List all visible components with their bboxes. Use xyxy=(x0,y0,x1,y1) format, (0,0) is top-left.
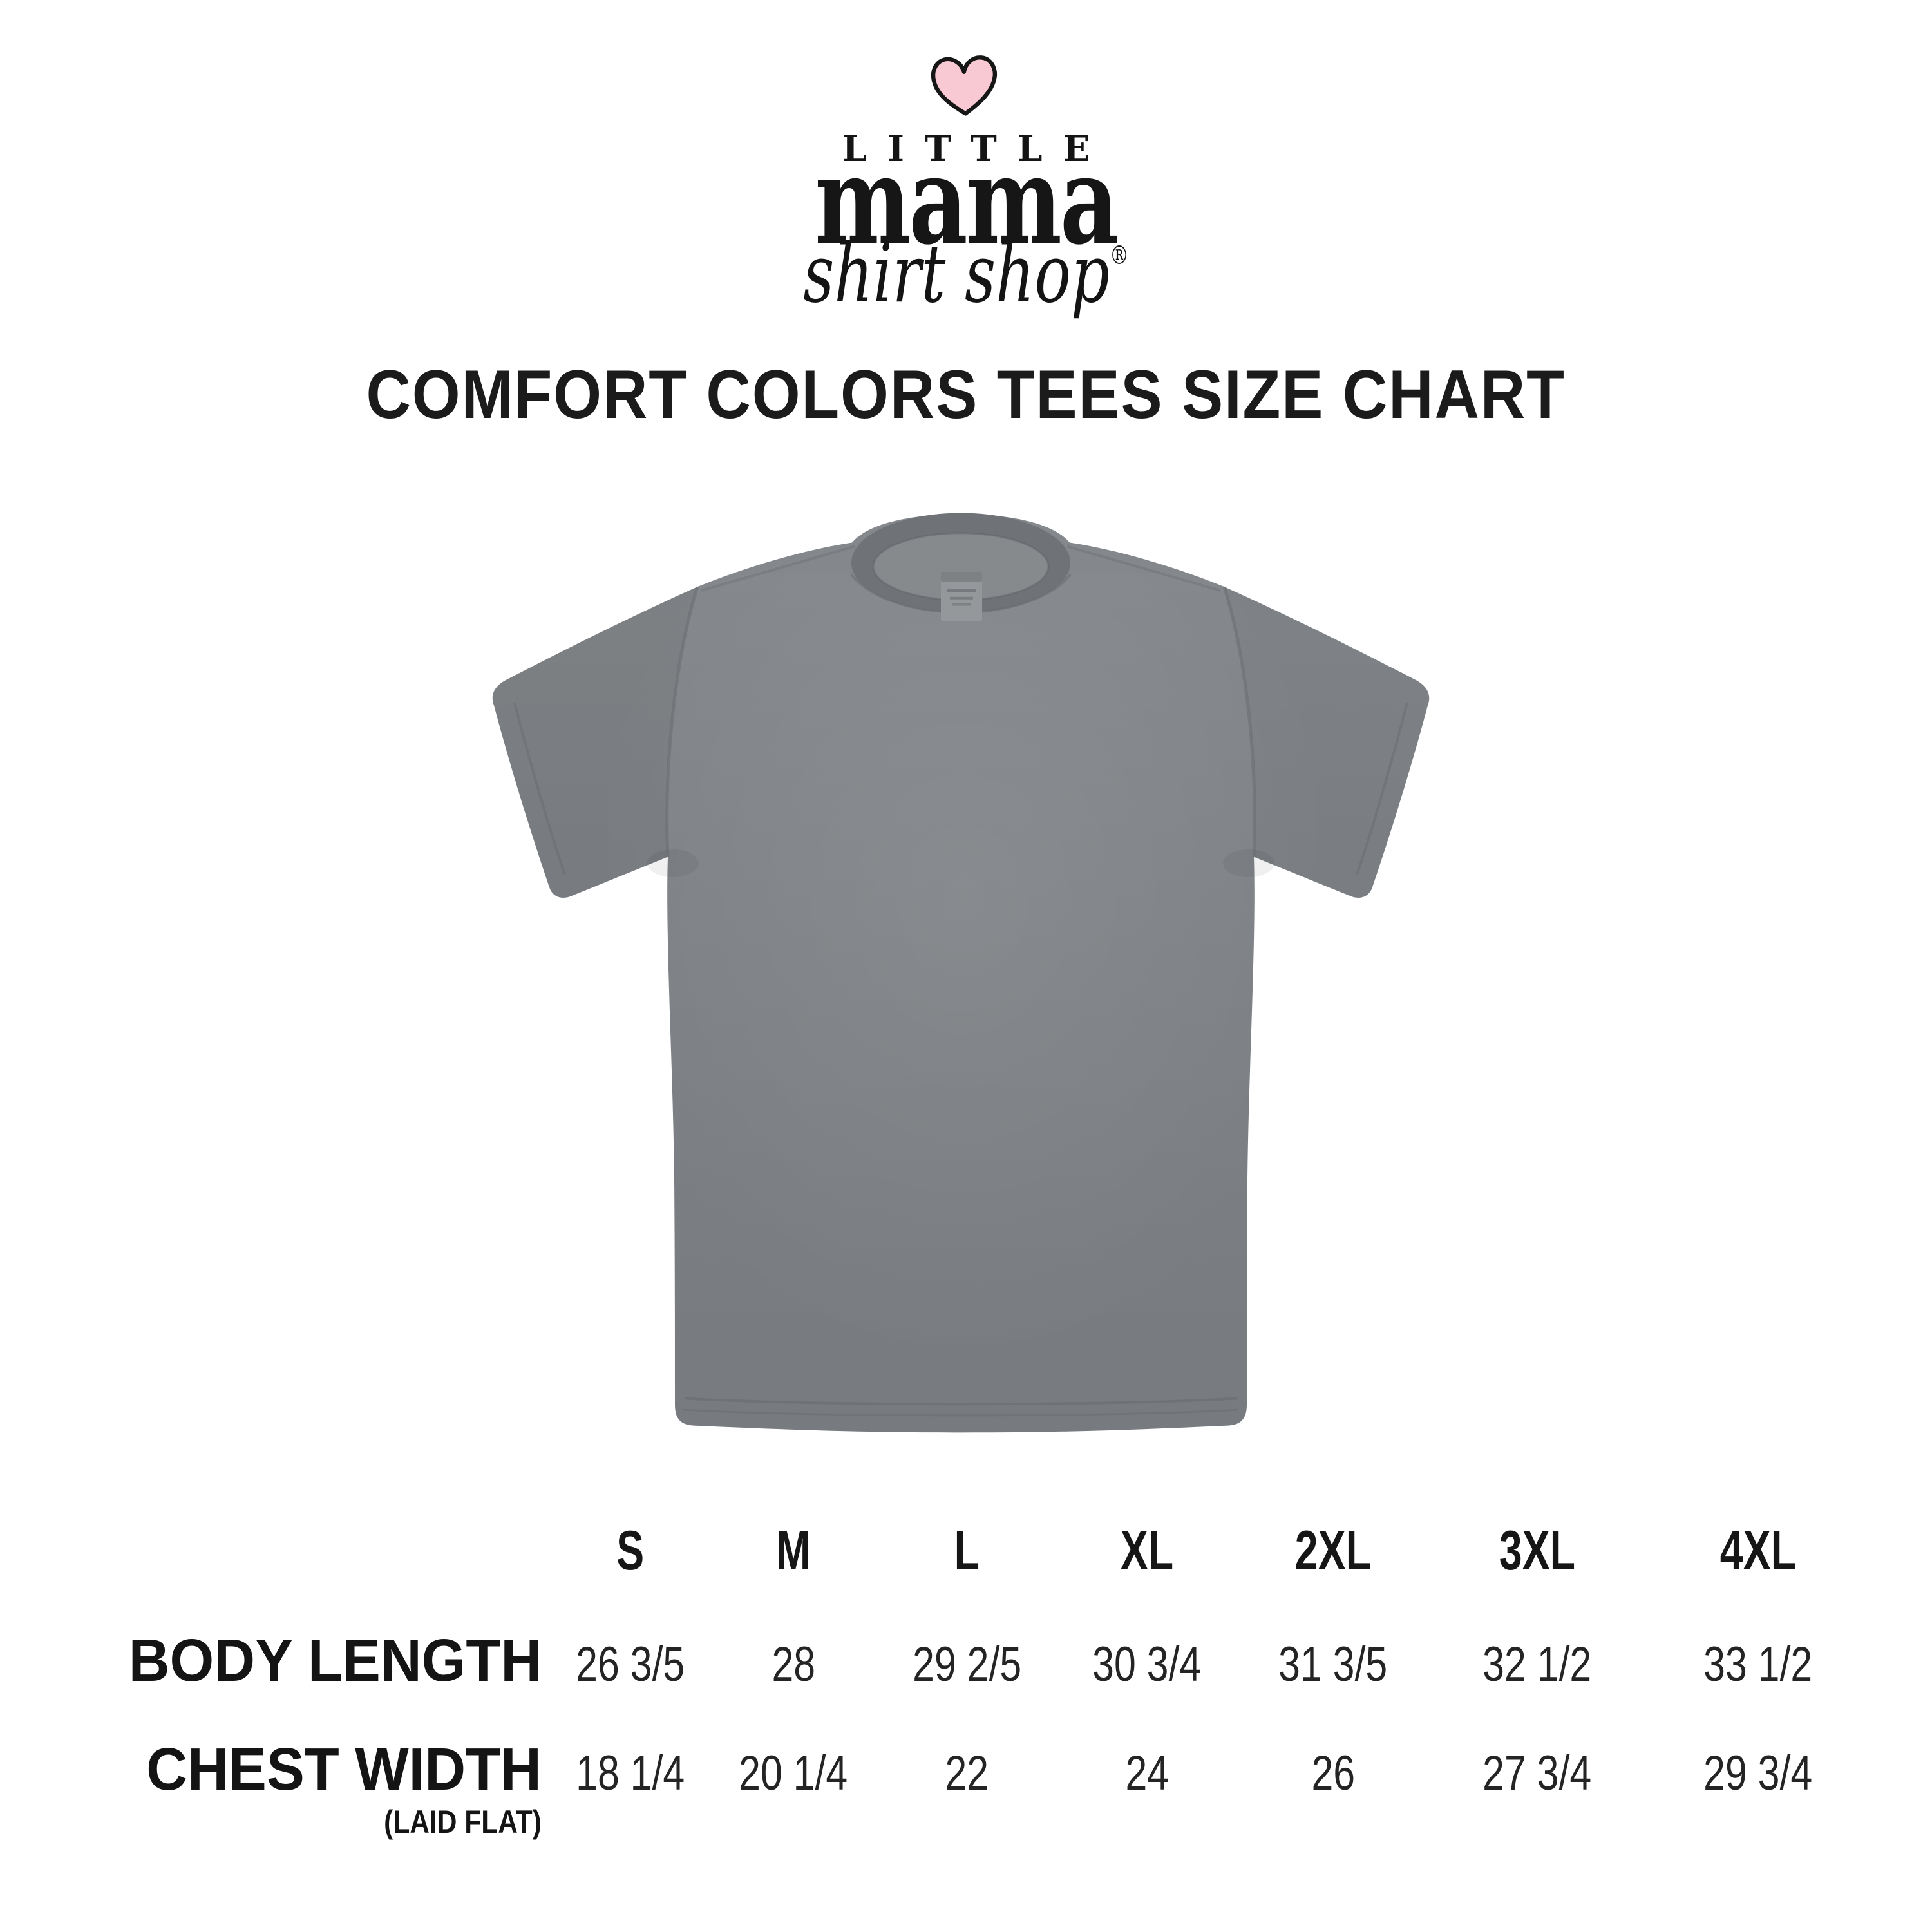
size-value: 22 xyxy=(945,1746,989,1801)
chart-title: COMFORT COLORS TEES SIZE CHART xyxy=(366,355,1566,433)
size-value: 20 1/4 xyxy=(739,1746,848,1801)
size-value: 18 1/4 xyxy=(575,1746,685,1801)
size-value: 26 xyxy=(1311,1746,1355,1801)
logo-word-shirt-shop: shirt shop® xyxy=(803,227,1129,321)
chest-width-row: CHEST WIDTH (LAID FLAT) 18 1/4 20 1/4 22 24 26… xyxy=(0,1736,1871,1840)
size-value: 29 2/5 xyxy=(912,1637,1022,1692)
size-column-header: 2XL xyxy=(1294,1520,1372,1582)
heart-icon xyxy=(931,55,998,116)
collar-opening xyxy=(873,533,1048,600)
size-column-header: L xyxy=(954,1520,980,1582)
size-value: 30 3/4 xyxy=(1092,1637,1202,1692)
size-column-header: M xyxy=(776,1520,811,1582)
size-column-header: S xyxy=(616,1520,645,1582)
size-value: 24 xyxy=(1125,1746,1169,1801)
size-value: 27 3/4 xyxy=(1482,1746,1592,1801)
size-value: 29 3/4 xyxy=(1703,1746,1813,1801)
size-header-row: S M L XL 2XL 3XL 4XL xyxy=(0,1523,1871,1578)
size-value: 31 3/5 xyxy=(1278,1637,1388,1692)
neck-tag xyxy=(941,571,982,621)
size-column-header: XL xyxy=(1120,1520,1174,1582)
tshirt-photo xyxy=(480,497,1446,1444)
logo-word-little: LITTLE xyxy=(842,128,1111,169)
size-value: 26 3/5 xyxy=(575,1637,685,1692)
measurement-row-label: BODY LENGTH xyxy=(128,1627,542,1694)
size-column-header: 3XL xyxy=(1499,1520,1575,1582)
size-value: 28 xyxy=(772,1637,815,1692)
size-column-header: 4XL xyxy=(1719,1520,1797,1582)
registered-trademark-symbol: ® xyxy=(1109,241,1129,270)
size-value: 33 1/2 xyxy=(1703,1637,1813,1692)
body-length-row: BODY LENGTH 26 3/5 28 29 2/5 30 3/4 31 3/5 32 … xyxy=(0,1631,1871,1690)
measurement-row-label: CHEST WIDTH (LAID FLAT) xyxy=(146,1736,542,1840)
size-value: 32 1/2 xyxy=(1482,1637,1592,1692)
logo-word-mama: mama xyxy=(815,129,1119,272)
